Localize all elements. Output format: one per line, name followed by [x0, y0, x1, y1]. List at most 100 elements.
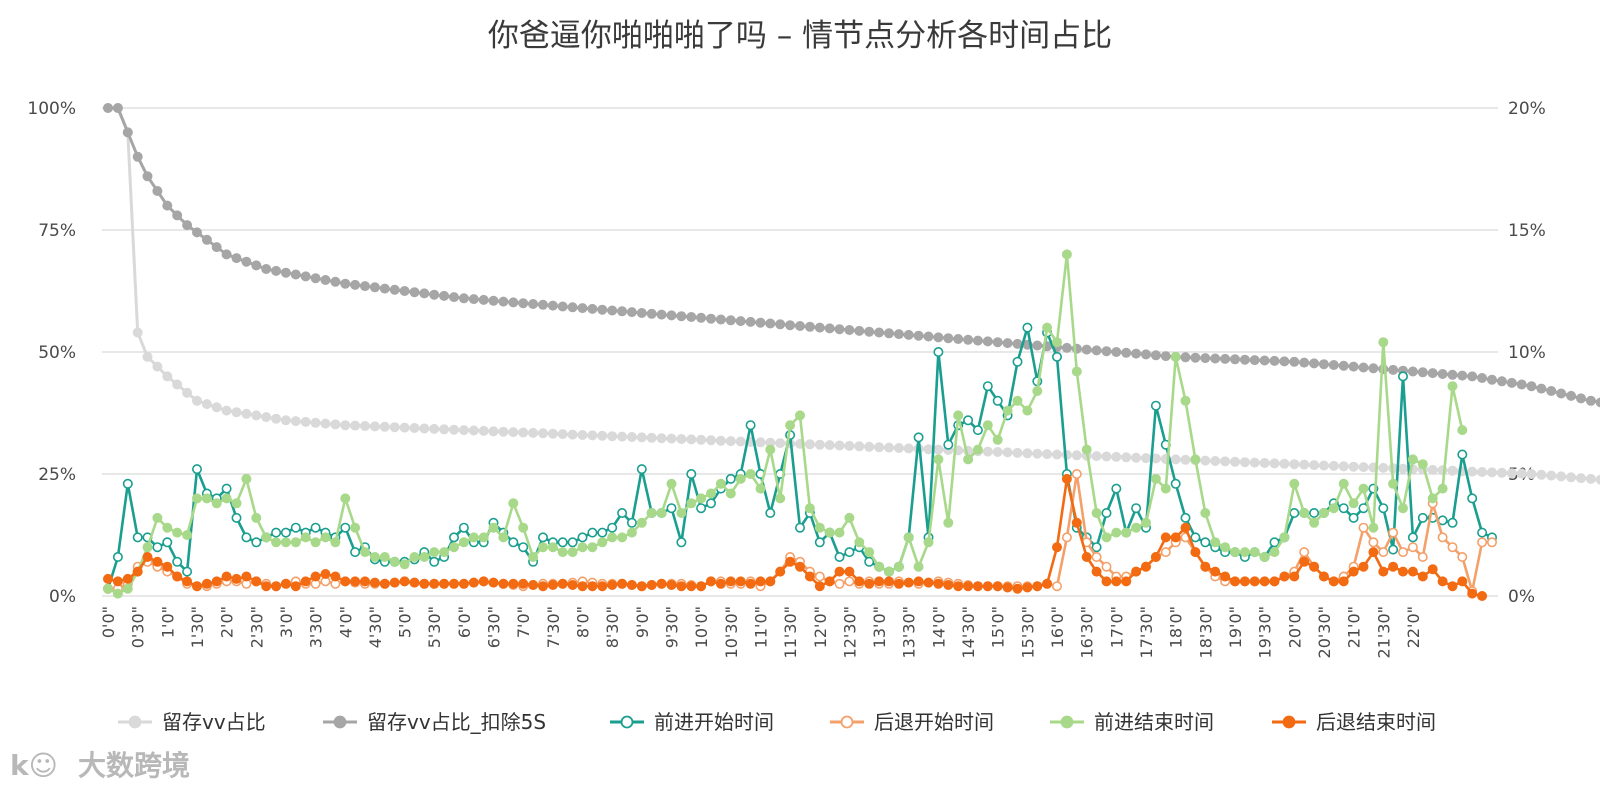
data-point — [320, 568, 331, 579]
data-point — [1052, 449, 1063, 460]
data-point — [883, 566, 894, 577]
data-point — [241, 571, 252, 582]
data-point — [399, 422, 410, 433]
data-point — [1378, 337, 1389, 348]
left-tick-label: 25% — [38, 465, 76, 485]
data-point — [241, 473, 252, 484]
data-point — [834, 527, 845, 538]
data-point — [943, 517, 954, 528]
data-point — [557, 578, 568, 589]
data-point — [142, 351, 153, 362]
data-point — [923, 577, 934, 588]
data-point — [1447, 517, 1458, 528]
data-point — [528, 579, 539, 590]
data-point — [1417, 551, 1428, 562]
data-point — [626, 431, 637, 442]
data-point — [1398, 547, 1409, 558]
data-point — [498, 532, 509, 543]
x-tick-label: 8'30" — [603, 606, 622, 648]
data-point — [439, 290, 450, 301]
data-point — [834, 578, 845, 589]
data-point — [577, 532, 588, 543]
data-point — [1249, 355, 1260, 366]
data-point — [1576, 473, 1587, 484]
data-point — [280, 415, 291, 426]
x-tick-label: 16'0" — [1048, 606, 1067, 648]
data-point — [1536, 383, 1547, 394]
data-point — [1279, 458, 1290, 469]
data-point — [1328, 503, 1339, 514]
data-point — [211, 498, 222, 509]
data-point — [1407, 366, 1418, 377]
legend-swatch-marker — [128, 715, 142, 729]
data-point — [162, 200, 173, 211]
data-point — [696, 503, 707, 514]
data-point — [547, 542, 558, 553]
data-point — [448, 424, 459, 435]
data-point — [1022, 322, 1033, 333]
data-point — [597, 581, 608, 592]
data-point — [696, 493, 707, 504]
data-point — [310, 571, 321, 582]
data-point — [1407, 542, 1418, 553]
data-point — [1150, 473, 1161, 484]
data-point — [903, 443, 914, 454]
data-point — [1249, 457, 1260, 468]
data-point — [1042, 322, 1053, 333]
data-point — [488, 426, 499, 437]
data-point — [458, 578, 469, 589]
data-point — [271, 527, 282, 538]
x-tick-label: 3'0" — [277, 606, 296, 638]
data-point — [468, 532, 479, 543]
x-tick-label: 12'0" — [811, 606, 830, 648]
data-point — [132, 327, 143, 338]
data-point — [775, 438, 786, 449]
data-point — [379, 578, 390, 589]
data-point — [1427, 368, 1438, 379]
data-point — [607, 305, 618, 316]
data-point — [1338, 478, 1349, 489]
data-point — [172, 527, 183, 538]
data-point — [636, 432, 647, 443]
data-point — [389, 556, 400, 567]
data-point — [300, 576, 311, 587]
data-point — [488, 577, 499, 588]
data-point — [1220, 542, 1231, 553]
legend-label: 留存vv占比 — [162, 710, 266, 734]
data-point — [705, 488, 716, 499]
data-point — [1200, 537, 1211, 548]
data-point — [251, 410, 262, 421]
data-point — [1437, 483, 1448, 494]
series-layer — [103, 103, 1600, 601]
data-point — [1210, 537, 1221, 548]
data-point — [943, 579, 954, 590]
data-point — [1111, 346, 1122, 357]
data-point — [1022, 448, 1033, 459]
data-point — [1398, 463, 1409, 474]
data-point — [992, 446, 1003, 457]
data-point — [1487, 374, 1498, 385]
data-point — [953, 581, 964, 592]
legend-label: 后退结束时间 — [1316, 710, 1436, 734]
x-tick-label: 18'30" — [1196, 606, 1215, 658]
x-tick-label: 6'30" — [485, 606, 504, 648]
data-point — [1121, 527, 1132, 538]
data-point — [142, 551, 153, 562]
data-point — [705, 498, 716, 509]
data-point — [676, 507, 687, 518]
data-point — [518, 542, 529, 553]
data-point — [369, 577, 380, 588]
data-point — [379, 283, 390, 294]
data-point — [508, 297, 519, 308]
data-point — [557, 547, 568, 558]
data-point — [458, 293, 469, 304]
x-tick-label: 9'0" — [633, 606, 652, 638]
data-point — [1487, 467, 1498, 478]
x-tick-label: 11'0" — [751, 606, 770, 648]
data-point — [1328, 576, 1339, 587]
data-point — [1279, 356, 1290, 367]
data-point — [1091, 507, 1102, 518]
data-point — [518, 298, 529, 309]
data-point — [1101, 507, 1112, 518]
data-point — [1447, 381, 1458, 392]
